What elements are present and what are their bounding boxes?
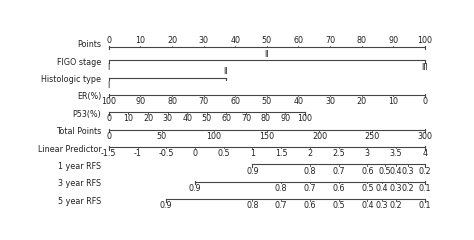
Text: 0.9: 0.9 [189, 184, 201, 193]
Text: 0.9: 0.9 [246, 167, 259, 176]
Text: 300: 300 [417, 132, 432, 141]
Text: 3.5: 3.5 [390, 149, 402, 158]
Text: 0.5: 0.5 [332, 201, 345, 210]
Text: FIGO stage: FIGO stage [57, 58, 101, 67]
Text: -0.5: -0.5 [158, 149, 174, 158]
Text: 0.6: 0.6 [361, 167, 374, 176]
Text: P53(%): P53(%) [73, 110, 101, 119]
Text: 70: 70 [199, 97, 209, 106]
Text: 0.1: 0.1 [419, 201, 431, 210]
Text: 90: 90 [388, 36, 398, 45]
Text: 1: 1 [250, 149, 255, 158]
Text: 0.8: 0.8 [246, 201, 259, 210]
Text: 80: 80 [356, 36, 366, 45]
Text: ER(%): ER(%) [77, 92, 101, 102]
Text: 2.5: 2.5 [332, 149, 345, 158]
Text: 0.9: 0.9 [160, 201, 173, 210]
Text: 60: 60 [293, 36, 303, 45]
Text: I: I [108, 63, 110, 72]
Text: 0.8: 0.8 [304, 167, 316, 176]
Text: 5 year RFS: 5 year RFS [58, 197, 101, 206]
Text: 80: 80 [167, 97, 177, 106]
Text: 0.5: 0.5 [218, 149, 230, 158]
Text: 0.4: 0.4 [390, 167, 402, 176]
Text: 0: 0 [192, 149, 198, 158]
Text: 20: 20 [356, 97, 367, 106]
Text: 0: 0 [106, 114, 111, 124]
Text: 0.2: 0.2 [419, 167, 431, 176]
Text: 0.2: 0.2 [390, 201, 402, 210]
Text: 0.4: 0.4 [361, 201, 374, 210]
Text: 100: 100 [101, 97, 116, 106]
Text: 0: 0 [422, 97, 427, 106]
Text: 100: 100 [417, 36, 432, 45]
Text: -1: -1 [134, 149, 142, 158]
Text: 1 year RFS: 1 year RFS [58, 162, 101, 171]
Text: 10: 10 [136, 36, 146, 45]
Text: 50: 50 [156, 132, 166, 141]
Text: 2: 2 [307, 149, 312, 158]
Text: Linear Predictor: Linear Predictor [38, 145, 101, 154]
Text: 90: 90 [280, 114, 290, 124]
Text: 4: 4 [422, 149, 427, 158]
Text: 100: 100 [297, 114, 312, 124]
Text: 0.3: 0.3 [401, 167, 414, 176]
Text: 0: 0 [106, 132, 111, 141]
Text: 20: 20 [167, 36, 177, 45]
Text: 10: 10 [123, 114, 133, 124]
Text: 150: 150 [259, 132, 274, 141]
Text: 30: 30 [325, 97, 335, 106]
Text: I: I [108, 81, 110, 90]
Text: 0.8: 0.8 [275, 184, 287, 193]
Text: 0.7: 0.7 [332, 167, 345, 176]
Text: 3: 3 [365, 149, 370, 158]
Text: 50: 50 [202, 114, 212, 124]
Text: 40: 40 [182, 114, 192, 124]
Text: 0.5: 0.5 [378, 167, 391, 176]
Text: 40: 40 [230, 36, 240, 45]
Text: 50: 50 [262, 36, 272, 45]
Text: Points: Points [77, 40, 101, 49]
Text: 3 year RFS: 3 year RFS [58, 179, 101, 188]
Text: 0.6: 0.6 [332, 184, 345, 193]
Text: Total Points: Total Points [56, 127, 101, 136]
Text: II: II [264, 50, 269, 59]
Text: 0.6: 0.6 [304, 201, 316, 210]
Text: 0.4: 0.4 [375, 184, 388, 193]
Text: 200: 200 [312, 132, 327, 141]
Text: 60: 60 [221, 114, 231, 124]
Text: 0.2: 0.2 [401, 184, 414, 193]
Text: -1.5: -1.5 [101, 149, 117, 158]
Text: 70: 70 [325, 36, 335, 45]
Text: 0.7: 0.7 [303, 184, 316, 193]
Text: 0.1: 0.1 [419, 184, 431, 193]
Text: 100: 100 [207, 132, 222, 141]
Text: 40: 40 [293, 97, 303, 106]
Text: 1.5: 1.5 [275, 149, 288, 158]
Text: 30: 30 [163, 114, 173, 124]
Text: 30: 30 [199, 36, 209, 45]
Text: Histologic type: Histologic type [42, 75, 101, 84]
Text: 250: 250 [365, 132, 380, 141]
Text: 10: 10 [388, 97, 398, 106]
Text: 0.5: 0.5 [361, 184, 374, 193]
Text: 0: 0 [106, 36, 111, 45]
Text: 80: 80 [261, 114, 271, 124]
Text: 0.3: 0.3 [375, 201, 388, 210]
Text: 0.3: 0.3 [390, 184, 402, 193]
Text: II: II [223, 67, 228, 76]
Text: 90: 90 [136, 97, 146, 106]
Text: 70: 70 [241, 114, 251, 124]
Text: 20: 20 [143, 114, 153, 124]
Text: 0.7: 0.7 [275, 201, 288, 210]
Text: 50: 50 [262, 97, 272, 106]
Text: III: III [421, 63, 428, 72]
Text: 60: 60 [230, 97, 240, 106]
